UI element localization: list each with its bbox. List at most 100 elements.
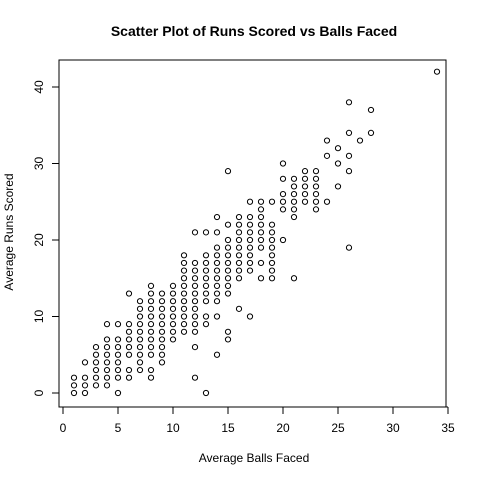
data-point [191,321,199,328]
data-point [147,282,155,289]
data-point [202,275,210,282]
data-point [125,344,133,351]
data-point [202,282,210,289]
data-point [257,259,265,267]
data-point [301,175,309,182]
data-point [158,321,166,328]
data-point [367,106,375,114]
data-point [312,206,320,213]
data-point [356,137,364,144]
data-point [191,328,199,335]
x-tick-label: 30 [386,421,400,435]
data-point [213,259,221,267]
data-point [301,183,309,190]
data-point [334,145,342,152]
data-point [180,328,188,335]
x-axis: 0 5 10 15 20 25 30 35 [60,406,455,435]
y-tick-label: 10 [32,310,46,324]
data-point [202,259,210,267]
data-point [103,321,111,328]
data-point [246,259,254,267]
data-point [213,290,221,297]
data-point [180,275,188,282]
data-point [312,175,320,182]
x-tick-label: 25 [331,421,345,435]
data-point [268,275,276,282]
data-point [257,275,265,282]
data-point [213,282,221,289]
data-point [279,160,287,167]
data-point [169,328,177,335]
x-tick-label: 0 [60,421,67,435]
data-point [235,244,243,251]
data-point [103,374,111,381]
data-point [246,267,254,274]
data-point [180,282,188,289]
data-point [169,305,177,312]
data-point [290,275,298,282]
data-point [312,198,320,205]
data-point [147,298,155,305]
y-tick-label: 20 [32,233,46,247]
data-point [136,336,144,343]
data-point [169,298,177,305]
data-point [147,336,155,343]
data-point [257,244,265,251]
data-point [279,236,287,244]
data-point [323,198,331,205]
data-point [246,198,254,205]
data-point [125,336,133,343]
data-point [147,290,155,297]
data-point [235,267,243,274]
x-tick-label: 20 [276,421,290,435]
data-point [136,321,144,328]
data-point [114,389,122,397]
data-point [301,168,309,175]
data-point [213,313,221,320]
data-point [125,351,133,358]
x-axis-label: Average Balls Faced [199,451,310,465]
data-point [246,313,254,320]
data-point [202,267,210,274]
data-point [136,298,144,305]
data-point [180,305,188,312]
data-point [235,236,243,244]
data-point [147,321,155,328]
data-point [158,305,166,312]
data-point [103,382,111,389]
data-point [202,298,210,305]
data-point [246,244,254,251]
data-point [147,328,155,335]
data-point [246,221,254,228]
data-point [125,321,133,328]
data-point [125,374,133,381]
data-point [268,229,276,236]
data-point [103,336,111,343]
data-point [345,168,353,175]
data-point [235,275,243,282]
data-point [92,351,100,358]
data-point [114,344,122,351]
data-point [279,191,287,198]
data-point [136,366,144,374]
data-point [191,298,199,305]
data-point [169,282,177,289]
data-point [290,183,298,190]
data-point [180,252,188,259]
y-tick-label: 0 [32,389,46,396]
data-point [191,267,199,274]
y-tick-label: 30 [32,157,46,171]
data-point [246,229,254,236]
data-point [312,183,320,190]
data-point [213,351,221,358]
x-tick-label: 5 [115,421,122,435]
data-point [257,221,265,228]
data-point [235,229,243,236]
data-point [224,168,232,175]
data-point [290,175,298,182]
data-point [246,236,254,244]
data-point [191,282,199,289]
data-point [213,229,221,236]
data-point [345,99,353,106]
data-point [224,282,232,289]
